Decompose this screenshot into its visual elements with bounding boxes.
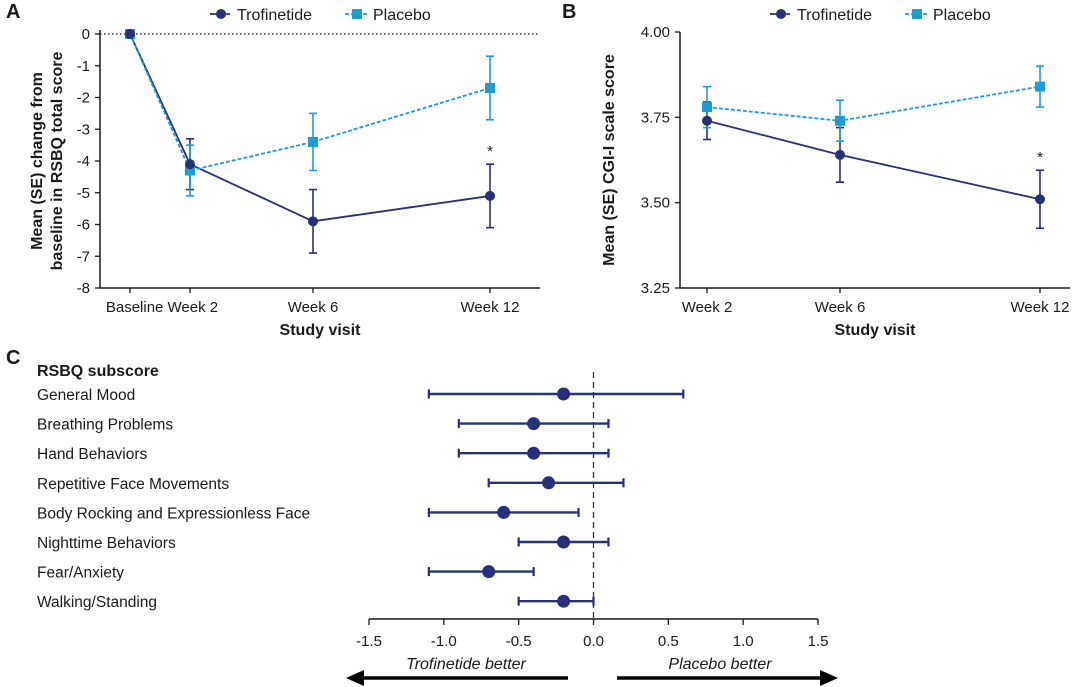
y-axis-title-a-line1: Mean (SE) change from	[29, 72, 46, 250]
y-tick-label-a: -7	[77, 248, 90, 265]
y-tick-label-a: -5	[77, 185, 90, 202]
subscore-label: Breathing Problems	[37, 417, 173, 434]
panel-b-line-chart: Trofinetide Placebo 4.00 3.75 3.50 3.25 Week 2…	[601, 7, 1070, 339]
significance-asterisk-a: *	[487, 143, 493, 160]
data-point-a-placebo	[308, 136, 318, 147]
panel-c-forest-plot: RSBQ subscore General Mood Breathing Probl…	[37, 363, 838, 686]
data-point-a-placebo	[485, 82, 495, 93]
subscore-label: Walking/Standing	[37, 594, 157, 611]
subscore-label: Fear/Anxiety	[37, 565, 124, 582]
subscore-label: Repetitive Face Movements	[37, 476, 229, 493]
legend-trofinetide-label: Trofinetide	[237, 7, 312, 24]
data-point-b-trofinetide	[835, 149, 845, 160]
x-tick-label-c: 0.5	[658, 633, 679, 650]
y-tick-label-a: -2	[77, 90, 90, 107]
subscore-label: Nighttime Behaviors	[37, 535, 176, 552]
y-tick-label-b: 3.50	[641, 195, 670, 212]
estimate-point	[497, 505, 511, 519]
data-point-a-trofinetide	[485, 190, 495, 201]
x-tick-label-c: 1.0	[733, 633, 754, 650]
y-tick-label-a: -4	[77, 153, 90, 170]
y-tick-label-a: -8	[77, 280, 90, 297]
y-tick-label-a: -3	[77, 121, 90, 138]
estimate-point	[527, 446, 541, 460]
series-line-a-trofinetide	[129, 33, 491, 223]
x-axis-title-a: Study visit	[280, 322, 362, 339]
placebo-better-label: Placebo better	[668, 656, 772, 673]
y-tick-label-b: 3.75	[641, 109, 670, 126]
data-point-b-placebo	[1035, 81, 1045, 92]
legend-trofinetide-marker	[216, 9, 226, 19]
estimate-point	[557, 387, 571, 401]
data-point-a-placebo	[185, 165, 195, 176]
x-tick-label-c: -0.5	[506, 633, 532, 650]
x-tick-label-c: -1.0	[431, 633, 457, 650]
estimate-point	[557, 594, 571, 608]
x-tick-label-b: Week 12	[1011, 299, 1070, 316]
data-point-b-trofinetide	[702, 115, 712, 126]
legend-placebo-marker	[912, 9, 922, 19]
panel-a-line-chart: Trofinetide Placebo 0 -1 -2 -3 -4 -5 -6 -7 -8 Basel…	[29, 7, 540, 339]
x-tick-label-c: 0.0	[583, 633, 604, 650]
forest-title: RSBQ subscore	[37, 363, 159, 380]
subscore-label: Hand Behaviors	[37, 446, 148, 463]
x-tick-label-b: Week 2	[682, 299, 733, 316]
x-tick-label-b: Week 6	[815, 299, 866, 316]
data-point-b-placebo	[702, 102, 712, 113]
series-line-b-placebo	[706, 85, 1041, 122]
trofinetide-better-label: Trofinetide better	[406, 656, 526, 673]
subscore-label: Body Rocking and Expressionless Face	[37, 505, 310, 522]
estimate-point	[557, 535, 571, 549]
data-point-b-trofinetide	[1035, 194, 1045, 205]
estimate-point	[527, 417, 541, 431]
right-arrow-head	[820, 670, 838, 686]
legend-placebo-marker	[352, 9, 362, 19]
y-tick-label-a: 0	[82, 26, 90, 43]
series-line-b-trofinetide	[706, 119, 1041, 201]
y-axis-title-b: Mean (SE) CGI-I scale score	[601, 54, 618, 266]
y-tick-label-a: -1	[77, 58, 90, 75]
x-axis-title-b: Study visit	[835, 322, 917, 339]
x-tick-label-a: Week 12	[461, 299, 520, 316]
subscore-label: General Mood	[37, 387, 135, 404]
data-point-a-trofinetide	[185, 159, 195, 170]
data-point-b-placebo	[835, 115, 845, 126]
x-tick-label-a: Week 6	[288, 299, 339, 316]
x-tick-label-c: 1.5	[808, 633, 829, 650]
legend-placebo-label: Placebo	[933, 7, 991, 24]
data-point-a-trofinetide	[308, 216, 318, 227]
y-tick-label-a: -6	[77, 217, 90, 234]
x-tick-label-c: -1.5	[356, 633, 382, 650]
x-tick-label-a: Baseline Week 2	[106, 299, 218, 316]
panel-letter-a: A	[6, 1, 20, 23]
estimate-point	[542, 476, 556, 490]
legend-trofinetide-marker	[776, 9, 786, 19]
y-tick-label-b: 4.00	[641, 24, 670, 41]
significance-asterisk-b: *	[1037, 149, 1043, 166]
y-tick-label-b: 3.25	[641, 280, 670, 297]
data-point-a-trofinetide	[125, 29, 135, 39]
estimate-point	[482, 565, 496, 579]
legend-trofinetide-label: Trofinetide	[797, 7, 872, 24]
series-line-a-placebo	[129, 33, 491, 172]
left-arrow-head	[346, 670, 364, 686]
legend-placebo-label: Placebo	[373, 7, 431, 24]
y-axis-title-a-line2: baseline in RSBQ total score	[49, 52, 66, 271]
panel-letter-b: B	[562, 1, 576, 23]
panel-letter-c: C	[6, 347, 20, 369]
